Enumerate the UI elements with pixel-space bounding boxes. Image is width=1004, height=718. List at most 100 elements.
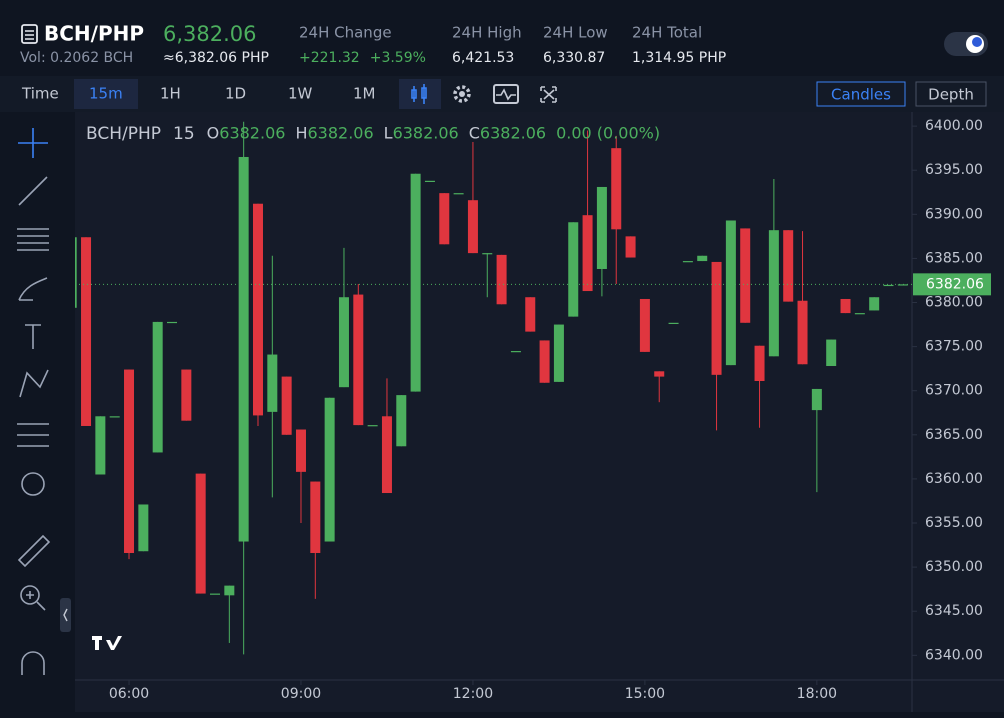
legend-text: 6382.06 <box>307 124 373 143</box>
legend-text: C <box>469 124 480 143</box>
candle-body <box>152 321 163 453</box>
candle-body <box>281 376 292 435</box>
legend-text: 6382.06 <box>480 124 546 143</box>
candle-body <box>109 416 120 418</box>
candle-body <box>410 173 421 392</box>
candle-body <box>424 180 435 182</box>
chart-legend: BCH/PHP 15 O 6382.06 H 6382.06 L 6382.06 C 6382.0… <box>86 124 660 145</box>
stat-value: 1,314.95 PHP <box>632 50 726 66</box>
y-tick-label: 6365.00 <box>925 427 983 443</box>
stat-label: 24H Low <box>543 24 608 42</box>
candle-body <box>167 321 178 324</box>
indicator-icon[interactable] <box>493 84 519 104</box>
stat-value: 6,421.53 <box>452 50 514 66</box>
candle-body <box>826 339 837 367</box>
views: Candles Depth <box>816 81 987 107</box>
candle-body <box>711 261 722 375</box>
fib-tool[interactable] <box>17 228 49 251</box>
legend-text: H <box>295 124 307 143</box>
y-tick-label: 6355.00 <box>925 515 983 531</box>
stats: 24H Change +221.32 +3.59% 24H High 6,421.53 2… <box>299 24 726 67</box>
collapse-handle[interactable] <box>60 598 71 632</box>
candle-body <box>697 255 708 262</box>
zoom-tool[interactable] <box>20 585 40 605</box>
moon-icon <box>972 37 982 47</box>
candle-body <box>381 416 392 494</box>
candle-body <box>668 322 679 324</box>
legend-text: O <box>207 124 220 143</box>
candle-body <box>367 425 378 427</box>
candle-body <box>582 215 593 292</box>
pattern-tool[interactable] <box>19 369 49 398</box>
candle-body <box>295 429 306 472</box>
settings-icon[interactable] <box>453 85 471 103</box>
candle-body <box>797 300 808 365</box>
interval-button[interactable]: 15m <box>89 85 123 103</box>
candle-body <box>783 230 794 302</box>
candle-body <box>195 473 206 594</box>
candle-body <box>138 504 149 552</box>
candle-body <box>467 200 478 254</box>
candle-body <box>654 371 665 377</box>
candle-body <box>740 228 751 323</box>
header: BCH/PHP 6,382.06 Vol: 0.2062 BCH ≈6,382.… <box>20 22 988 67</box>
y-tick-label: 6395.00 <box>925 162 983 178</box>
ticker-icon-lines <box>25 30 34 40</box>
x-tick-label: 18:00 <box>797 686 837 702</box>
candle-body <box>596 186 607 269</box>
x-tick-label: 09:00 <box>281 686 321 702</box>
legend-text: L <box>384 124 393 143</box>
y-tick-label: 6360.00 <box>925 471 983 487</box>
legend-text: 15 <box>173 124 195 144</box>
emoji-tool[interactable] <box>21 472 45 496</box>
candle-body <box>310 481 321 553</box>
candle-body <box>482 253 493 255</box>
y-tick-label: 6390.00 <box>925 206 983 222</box>
candle-body <box>95 416 106 475</box>
view-button[interactable] <box>816 81 906 107</box>
view-label: Candles <box>831 86 891 104</box>
candle-body <box>181 369 192 421</box>
candle-body <box>568 222 579 317</box>
y-tick-label: 6380.00 <box>925 295 983 311</box>
x-tick-label: 15:00 <box>625 686 665 702</box>
crosshair-tool[interactable] <box>18 128 48 158</box>
approx-price: ≈6,382.06 PHP <box>163 50 269 66</box>
y-tick-label: 6375.00 <box>925 339 983 355</box>
view-button[interactable] <box>915 81 987 107</box>
x-tick-label: 12:00 <box>453 686 493 702</box>
legend-text: BCH/PHP <box>86 124 161 144</box>
ruler-tool[interactable] <box>17 534 51 568</box>
candle-body <box>625 236 636 258</box>
interval-button[interactable]: 1H <box>160 85 181 103</box>
text-tool[interactable] <box>25 324 41 349</box>
candle-body <box>553 324 564 382</box>
stat-value: +3.59% <box>370 50 426 66</box>
fullscreen-icon[interactable] <box>540 86 557 103</box>
candle-body <box>869 297 880 311</box>
forecast-tool[interactable] <box>17 423 49 447</box>
brush-tool[interactable] <box>18 277 48 301</box>
stat-value: 6,330.87 <box>543 50 605 66</box>
y-tick-label: 6370.00 <box>925 383 983 399</box>
interval-button[interactable]: 1W <box>288 85 313 103</box>
candle-body <box>854 313 865 315</box>
interval-button[interactable]: 1M <box>353 85 376 103</box>
x-tick-label: 06:00 <box>109 686 149 702</box>
candle-body <box>611 148 622 230</box>
candle-icon[interactable] <box>411 84 427 104</box>
magnet-tool[interactable] <box>21 651 45 675</box>
interval-button[interactable]: 1D <box>225 85 246 103</box>
ticker-icon <box>21 24 38 44</box>
candle-body <box>811 388 822 411</box>
candle-body <box>725 220 736 366</box>
chart-area <box>75 112 1004 712</box>
candle-tool-bg <box>399 79 441 109</box>
settings-hub <box>459 91 465 97</box>
candle-body <box>840 298 851 314</box>
line-tool[interactable] <box>18 176 48 206</box>
active-interval-bg <box>74 79 138 109</box>
y-tick-label: 6400.00 <box>925 118 983 134</box>
zoom-plus <box>26 591 46 611</box>
y-tick-label: 6340.00 <box>925 647 983 663</box>
